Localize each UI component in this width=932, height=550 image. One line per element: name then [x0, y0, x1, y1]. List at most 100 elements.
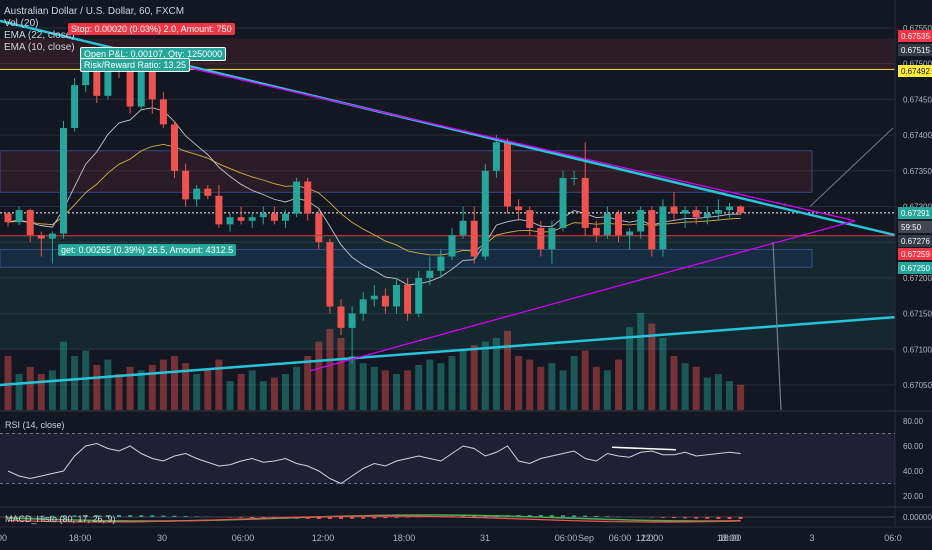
- price-tag-label: 0.67291: [901, 209, 930, 218]
- macd-histogram-bar: [50, 515, 55, 517]
- trendline-magenta-down: [139, 55, 856, 222]
- volume-bar: [304, 356, 312, 410]
- x-tick-label: 12:00: [641, 533, 664, 543]
- macd-histogram-bar: [361, 517, 366, 519]
- y-tick-label: 0.67050: [903, 381, 932, 390]
- x-tick-label: 00: [0, 533, 7, 543]
- macd-histogram-bar: [94, 515, 99, 517]
- macd-label: MACD_Histo (80, 17, 26, 9): [5, 514, 116, 524]
- macd-histogram-bar: [327, 517, 332, 519]
- volume-bar: [60, 341, 67, 410]
- candle-body: [48, 233, 56, 239]
- candle-body: [137, 63, 145, 107]
- y-tick-label: 0.67400: [903, 131, 932, 140]
- macd-histogram-bar: [572, 515, 577, 517]
- candle-body: [681, 210, 689, 214]
- price-tag-label: 0.67535: [901, 32, 930, 41]
- macd-tick-label: 0.00000: [903, 513, 932, 522]
- price-tag: [898, 262, 932, 274]
- macd-histogram-bar: [727, 517, 732, 519]
- candle-body: [648, 210, 656, 250]
- macd-histogram-bar: [660, 517, 665, 518]
- candle-body: [26, 210, 34, 236]
- volume-bar: [515, 356, 523, 410]
- macd-histogram-bar: [461, 515, 466, 517]
- volume-bar: [415, 365, 423, 410]
- macd-histogram-bar: [105, 515, 110, 517]
- rsi-divergence-line: [611, 446, 677, 451]
- y-tick-label: 0.67100: [903, 345, 932, 354]
- candle-body: [426, 270, 434, 278]
- x-tick-label: Sep: [578, 533, 594, 543]
- volume-bar: [692, 366, 700, 410]
- volume-bar: [615, 359, 622, 410]
- volume-bar: [437, 363, 445, 410]
- candle-body: [492, 142, 500, 171]
- price-tag: [898, 30, 932, 42]
- volume-bar: [204, 370, 212, 410]
- volume-bar: [104, 359, 112, 410]
- volume-bar: [737, 384, 745, 410]
- volume-bar: [159, 359, 167, 410]
- macd-histogram-bar: [738, 517, 743, 519]
- price-tag: [898, 235, 932, 247]
- volume-bar: [548, 363, 556, 410]
- stop-label[interactable]: Stop: 0.00020 (0.03%) 2.0, Amount: 750: [68, 23, 235, 35]
- candle-body: [348, 313, 356, 328]
- rsi-tick-label: 40.00: [903, 467, 924, 476]
- x-tick-label: 12:00: [636, 533, 659, 543]
- volume-bar: [381, 370, 389, 410]
- target-label[interactable]: get: 0.00265 (0.39%) 26.5, Amount: 4312.…: [58, 244, 237, 256]
- y-tick-label: 0.67350: [903, 167, 932, 176]
- risk-reward-label[interactable]: Risk/Reward Ratio: 13.25: [80, 58, 191, 72]
- macd-histogram-bar: [39, 516, 44, 517]
- volume-bar: [670, 356, 678, 410]
- price-tag-label: 59:50: [901, 223, 922, 232]
- x-tick-label: 18:00: [69, 533, 92, 543]
- macd-histogram-bar: [594, 515, 599, 517]
- price-tag-label: 0.67259: [901, 250, 930, 259]
- volume-bar: [703, 377, 711, 410]
- volume-bar: [326, 329, 334, 410]
- price-tag: [898, 65, 932, 77]
- x-tick-label: 06:00: [555, 533, 578, 543]
- x-tick-label: 18:00: [717, 533, 740, 543]
- candle-body: [15, 210, 23, 223]
- volume-bar: [93, 365, 101, 410]
- rsi-tick-label: 20.00: [903, 492, 924, 501]
- volume-bar: [337, 338, 345, 410]
- candle-body: [504, 142, 511, 207]
- macd-histogram-bar: [405, 517, 410, 518]
- macd-histogram-bar: [616, 516, 621, 517]
- volume-bar: [570, 356, 578, 410]
- candle-body: [37, 235, 45, 239]
- macd-histogram-bar: [183, 516, 188, 517]
- macd-histogram-bar: [150, 515, 155, 517]
- price-tag-label: 0.67515: [901, 46, 930, 55]
- macd-histogram-bar: [172, 515, 177, 517]
- volume-bar: [15, 374, 23, 410]
- candle-body: [82, 63, 90, 86]
- price-tag-label: 0.67276: [901, 237, 930, 246]
- volume-bar: [115, 374, 123, 410]
- candle-body: [670, 206, 678, 214]
- volume-bar: [359, 363, 367, 410]
- volume-bar: [526, 359, 534, 410]
- y-tick-label: 0.67500: [903, 60, 932, 69]
- candle-body: [381, 295, 389, 307]
- rsi-tick-label: 80.00: [903, 417, 924, 426]
- volume-bar: [37, 374, 45, 410]
- volume-bar: [182, 363, 190, 410]
- price-tag-label: 0.67492: [901, 67, 930, 76]
- trendline-cyan-up: [0, 315, 896, 387]
- rsi-line: [7, 442, 741, 485]
- macd-histogram-bar: [683, 517, 688, 519]
- x-tick-label: 3: [809, 533, 814, 543]
- macd-histogram-bar: [394, 517, 399, 518]
- x-tick-label: 31: [480, 533, 490, 543]
- macd-histogram-bar: [561, 515, 565, 517]
- macd-histogram-bar: [350, 517, 355, 519]
- macd-histogram-bar: [672, 517, 676, 519]
- candle-body: [592, 227, 600, 236]
